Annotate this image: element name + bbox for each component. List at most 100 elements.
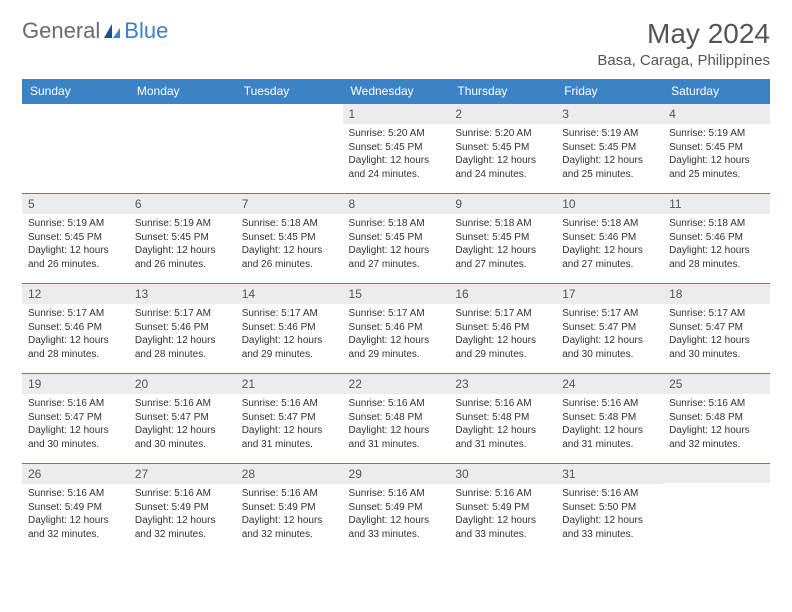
sunset-text: Sunset: 5:50 PM [562, 501, 657, 515]
daylight-text: Daylight: 12 hours and 26 minutes. [242, 244, 337, 271]
day-number: 13 [129, 284, 236, 304]
day-info: Sunrise: 5:20 AMSunset: 5:45 PMDaylight:… [343, 124, 450, 184]
sunrise-text: Sunrise: 5:19 AM [28, 217, 123, 231]
calendar-page: General Blue May 2024 Basa, Caraga, Phil… [0, 0, 792, 572]
day-number: 28 [236, 464, 343, 484]
day-cell: 28Sunrise: 5:16 AMSunset: 5:49 PMDayligh… [236, 464, 343, 554]
sunset-text: Sunset: 5:47 PM [562, 321, 657, 335]
day-info: Sunrise: 5:18 AMSunset: 5:45 PMDaylight:… [449, 214, 556, 274]
day-cell: 1Sunrise: 5:20 AMSunset: 5:45 PMDaylight… [343, 104, 450, 194]
weekday-header: Sunday [22, 79, 129, 104]
day-number [236, 104, 343, 123]
sunrise-text: Sunrise: 5:18 AM [669, 217, 764, 231]
sunrise-text: Sunrise: 5:19 AM [135, 217, 230, 231]
sunrise-text: Sunrise: 5:18 AM [562, 217, 657, 231]
day-info: Sunrise: 5:16 AMSunset: 5:50 PMDaylight:… [556, 484, 663, 544]
calendar-week-row: 1Sunrise: 5:20 AMSunset: 5:45 PMDaylight… [22, 104, 770, 194]
day-cell [663, 464, 770, 554]
day-info: Sunrise: 5:16 AMSunset: 5:49 PMDaylight:… [343, 484, 450, 544]
sunset-text: Sunset: 5:46 PM [562, 231, 657, 245]
daylight-text: Daylight: 12 hours and 33 minutes. [455, 514, 550, 541]
daylight-text: Daylight: 12 hours and 31 minutes. [455, 424, 550, 451]
sunrise-text: Sunrise: 5:16 AM [669, 397, 764, 411]
location-subtitle: Basa, Caraga, Philippines [597, 52, 770, 69]
day-number: 26 [22, 464, 129, 484]
sunrise-text: Sunrise: 5:17 AM [562, 307, 657, 321]
weekday-header: Thursday [449, 79, 556, 104]
daylight-text: Daylight: 12 hours and 31 minutes. [562, 424, 657, 451]
sunrise-text: Sunrise: 5:18 AM [455, 217, 550, 231]
sunset-text: Sunset: 5:46 PM [135, 321, 230, 335]
logo-sail-icon [102, 22, 122, 40]
daylight-text: Daylight: 12 hours and 33 minutes. [562, 514, 657, 541]
day-number: 18 [663, 284, 770, 304]
day-number [22, 104, 129, 123]
calendar-week-row: 12Sunrise: 5:17 AMSunset: 5:46 PMDayligh… [22, 284, 770, 374]
sunset-text: Sunset: 5:48 PM [349, 411, 444, 425]
day-cell: 15Sunrise: 5:17 AMSunset: 5:46 PMDayligh… [343, 284, 450, 374]
day-cell: 8Sunrise: 5:18 AMSunset: 5:45 PMDaylight… [343, 194, 450, 284]
day-info: Sunrise: 5:17 AMSunset: 5:47 PMDaylight:… [663, 304, 770, 364]
page-header: General Blue May 2024 Basa, Caraga, Phil… [22, 18, 770, 69]
day-number: 25 [663, 374, 770, 394]
day-info: Sunrise: 5:16 AMSunset: 5:48 PMDaylight:… [556, 394, 663, 454]
day-cell: 13Sunrise: 5:17 AMSunset: 5:46 PMDayligh… [129, 284, 236, 374]
sunrise-text: Sunrise: 5:16 AM [28, 397, 123, 411]
sunset-text: Sunset: 5:46 PM [242, 321, 337, 335]
day-cell: 5Sunrise: 5:19 AMSunset: 5:45 PMDaylight… [22, 194, 129, 284]
day-cell: 10Sunrise: 5:18 AMSunset: 5:46 PMDayligh… [556, 194, 663, 284]
daylight-text: Daylight: 12 hours and 31 minutes. [242, 424, 337, 451]
day-info: Sunrise: 5:16 AMSunset: 5:48 PMDaylight:… [449, 394, 556, 454]
day-cell: 23Sunrise: 5:16 AMSunset: 5:48 PMDayligh… [449, 374, 556, 464]
day-number: 16 [449, 284, 556, 304]
day-info: Sunrise: 5:19 AMSunset: 5:45 PMDaylight:… [22, 214, 129, 274]
sunrise-text: Sunrise: 5:17 AM [455, 307, 550, 321]
day-cell: 27Sunrise: 5:16 AMSunset: 5:49 PMDayligh… [129, 464, 236, 554]
sunset-text: Sunset: 5:45 PM [455, 141, 550, 155]
day-cell: 22Sunrise: 5:16 AMSunset: 5:48 PMDayligh… [343, 374, 450, 464]
sunrise-text: Sunrise: 5:16 AM [242, 397, 337, 411]
day-cell: 24Sunrise: 5:16 AMSunset: 5:48 PMDayligh… [556, 374, 663, 464]
day-cell [236, 104, 343, 194]
daylight-text: Daylight: 12 hours and 24 minutes. [349, 154, 444, 181]
daylight-text: Daylight: 12 hours and 31 minutes. [349, 424, 444, 451]
day-number: 7 [236, 194, 343, 214]
daylight-text: Daylight: 12 hours and 30 minutes. [135, 424, 230, 451]
sunset-text: Sunset: 5:47 PM [28, 411, 123, 425]
daylight-text: Daylight: 12 hours and 28 minutes. [28, 334, 123, 361]
day-info: Sunrise: 5:16 AMSunset: 5:48 PMDaylight:… [343, 394, 450, 454]
day-number: 21 [236, 374, 343, 394]
day-number: 31 [556, 464, 663, 484]
day-number: 19 [22, 374, 129, 394]
logo-text-1: General [22, 18, 100, 44]
sunset-text: Sunset: 5:45 PM [562, 141, 657, 155]
sunset-text: Sunset: 5:49 PM [28, 501, 123, 515]
day-cell: 4Sunrise: 5:19 AMSunset: 5:45 PMDaylight… [663, 104, 770, 194]
day-cell: 17Sunrise: 5:17 AMSunset: 5:47 PMDayligh… [556, 284, 663, 374]
sunrise-text: Sunrise: 5:17 AM [349, 307, 444, 321]
day-cell: 18Sunrise: 5:17 AMSunset: 5:47 PMDayligh… [663, 284, 770, 374]
sunrise-text: Sunrise: 5:17 AM [669, 307, 764, 321]
daylight-text: Daylight: 12 hours and 30 minutes. [669, 334, 764, 361]
day-number: 23 [449, 374, 556, 394]
daylight-text: Daylight: 12 hours and 26 minutes. [135, 244, 230, 271]
day-cell: 26Sunrise: 5:16 AMSunset: 5:49 PMDayligh… [22, 464, 129, 554]
day-number: 15 [343, 284, 450, 304]
daylight-text: Daylight: 12 hours and 27 minutes. [562, 244, 657, 271]
day-number: 8 [343, 194, 450, 214]
weekday-header-row: Sunday Monday Tuesday Wednesday Thursday… [22, 79, 770, 104]
day-info: Sunrise: 5:19 AMSunset: 5:45 PMDaylight:… [556, 124, 663, 184]
daylight-text: Daylight: 12 hours and 26 minutes. [28, 244, 123, 271]
day-info: Sunrise: 5:16 AMSunset: 5:47 PMDaylight:… [22, 394, 129, 454]
day-info: Sunrise: 5:18 AMSunset: 5:45 PMDaylight:… [343, 214, 450, 274]
day-cell: 12Sunrise: 5:17 AMSunset: 5:46 PMDayligh… [22, 284, 129, 374]
day-cell: 31Sunrise: 5:16 AMSunset: 5:50 PMDayligh… [556, 464, 663, 554]
sunrise-text: Sunrise: 5:16 AM [242, 487, 337, 501]
day-number: 17 [556, 284, 663, 304]
calendar-week-row: 5Sunrise: 5:19 AMSunset: 5:45 PMDaylight… [22, 194, 770, 284]
sunset-text: Sunset: 5:45 PM [349, 231, 444, 245]
sunset-text: Sunset: 5:49 PM [135, 501, 230, 515]
day-number: 20 [129, 374, 236, 394]
sunset-text: Sunset: 5:45 PM [669, 141, 764, 155]
day-cell: 29Sunrise: 5:16 AMSunset: 5:49 PMDayligh… [343, 464, 450, 554]
